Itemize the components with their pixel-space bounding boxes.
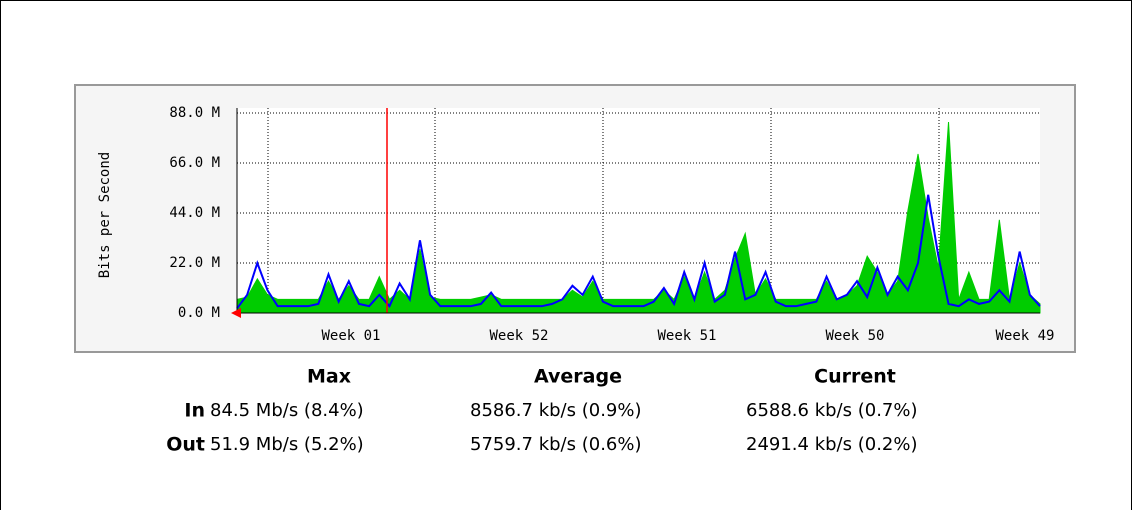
table-cell: 5759.7 kb/s (0.6%) (470, 434, 642, 455)
y-tick-label: 22.0 M (169, 255, 220, 271)
y-tick-label: 44.0 M (169, 205, 220, 221)
table-cell: 6588.6 kb/s (0.7%) (746, 400, 918, 421)
y-tick-label: 0.0 M (178, 305, 220, 321)
column-header: Current (814, 366, 896, 388)
axis-arrow (231, 308, 241, 318)
x-tick-label: Week 51 (657, 328, 716, 344)
table-cell: 2491.4 kb/s (0.2%) (746, 434, 918, 455)
column-header: Max (307, 366, 351, 388)
x-tick-label: Week 50 (825, 328, 884, 344)
x-tick-label: Week 49 (995, 328, 1054, 344)
table-cell: 8586.7 kb/s (0.9%) (470, 400, 642, 421)
out-line (236, 194, 1041, 310)
in-area (236, 122, 1041, 314)
column-header: Average (534, 366, 622, 388)
x-tick-label: Week 01 (321, 328, 380, 344)
row-label: Out (166, 434, 205, 456)
table-cell: 84.5 Mb/s (8.4%) (210, 400, 364, 421)
row-label: In (184, 400, 205, 422)
y-tick-label: 88.0 M (169, 105, 220, 121)
table-cell: 51.9 Mb/s (5.2%) (210, 434, 364, 455)
y-axis-label: Bits per Second (97, 152, 113, 278)
x-tick-label: Week 52 (489, 328, 548, 344)
y-tick-label: 66.0 M (169, 155, 220, 171)
